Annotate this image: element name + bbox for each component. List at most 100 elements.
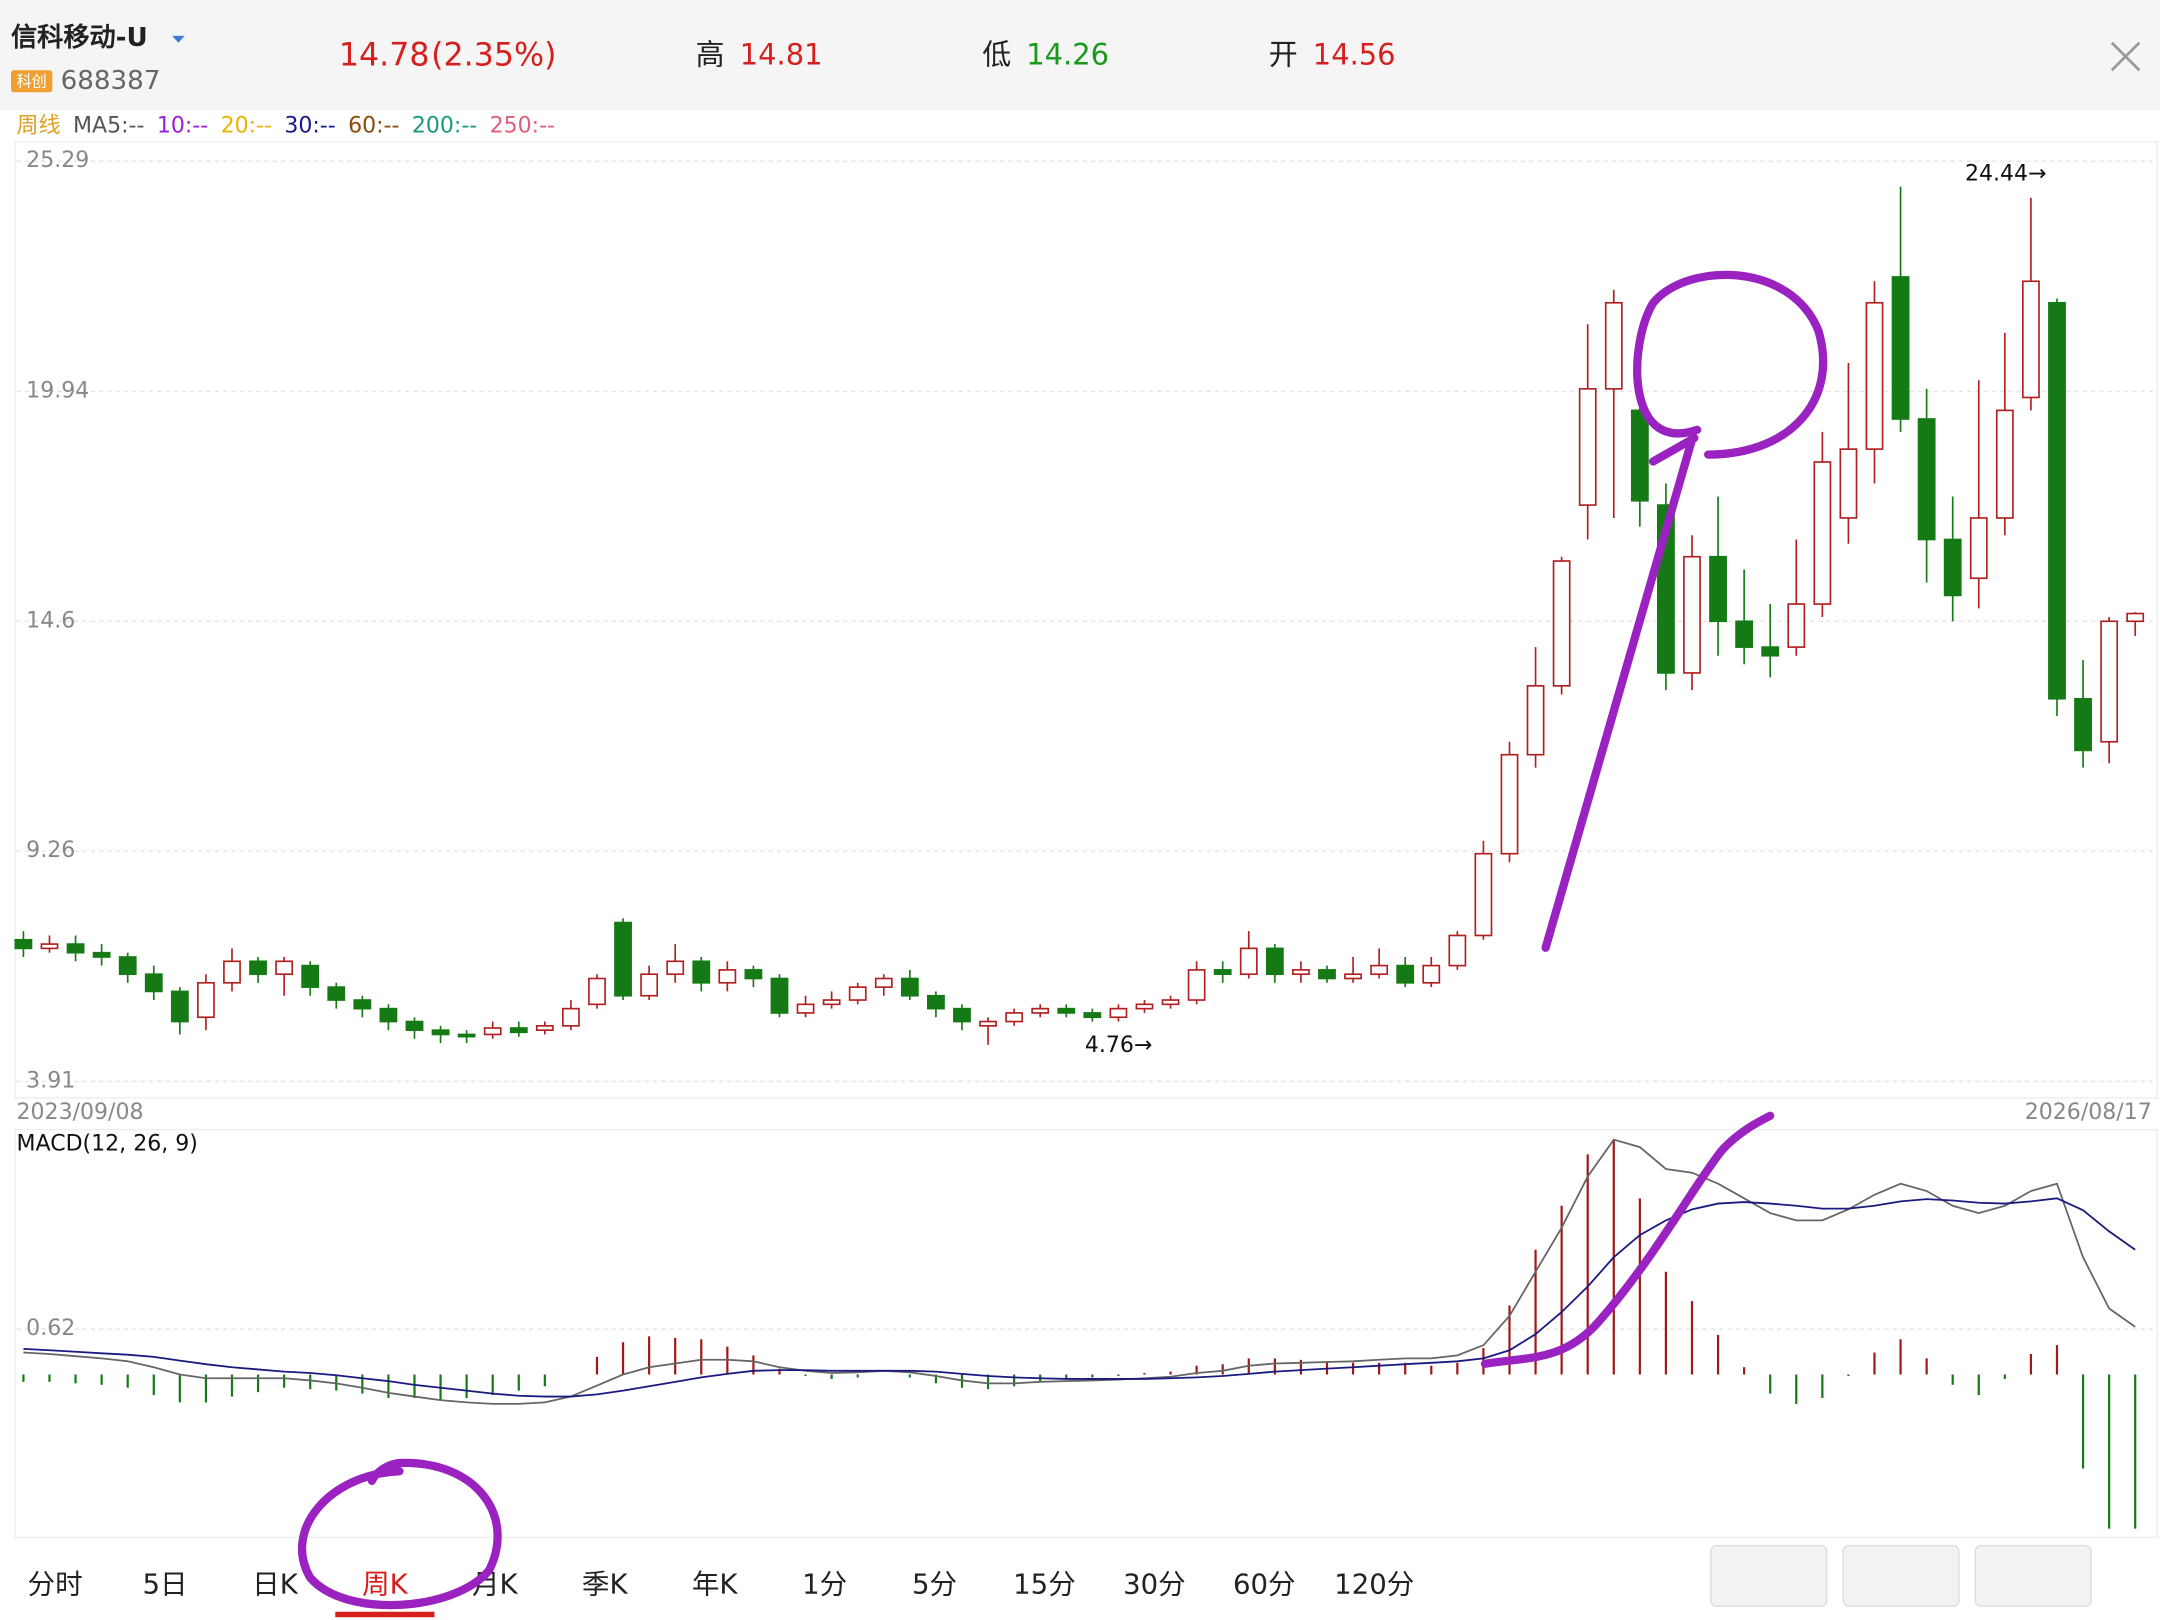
arrow-mark <box>1541 433 1699 952</box>
candle-body <box>1422 964 1441 984</box>
ma-legend-item: 周线 <box>17 114 61 139</box>
candle-body <box>718 969 737 984</box>
stat-label: 低 <box>982 37 1011 71</box>
candle-body <box>483 1027 502 1036</box>
price-panel <box>14 141 2158 1099</box>
candle-body <box>1187 969 1206 1001</box>
candle-body <box>92 951 111 958</box>
period-tab[interactable]: 5分 <box>912 1569 957 1601</box>
header-bg <box>0 0 2160 111</box>
tool-button[interactable] <box>1842 1544 1960 1607</box>
dropdown-icon[interactable] <box>172 35 185 43</box>
candle-body <box>457 1033 476 1038</box>
toolbar-icons <box>1710 1544 2092 1607</box>
ma-legend-item: 250:-- <box>490 114 555 139</box>
candle-body <box>588 977 606 1006</box>
period-tab[interactable]: 30分 <box>1123 1569 1186 1601</box>
candle-body <box>1083 1012 1102 1019</box>
y-tick-label: 14.6 <box>26 608 75 633</box>
ma-legend-item: 60:-- <box>348 114 399 139</box>
candle-body <box>1526 685 1545 756</box>
candle-body <box>1578 388 1597 506</box>
candle-body <box>1474 852 1493 937</box>
period-tab[interactable]: 周K <box>362 1569 409 1601</box>
candle-body <box>1239 947 1258 976</box>
candle-body <box>379 1007 398 1023</box>
candle-body <box>1370 964 1389 976</box>
candle-body <box>900 977 919 997</box>
candle-body <box>1787 603 1806 648</box>
candle-body <box>1265 947 1284 976</box>
candle-body <box>692 960 711 984</box>
period-tab[interactable]: 分时 <box>28 1569 83 1601</box>
price-change: (2.35%) <box>431 37 556 73</box>
period-tab[interactable]: 5日 <box>142 1569 187 1601</box>
candle-body <box>14 938 33 950</box>
ma-legend-item: 20:-- <box>221 114 272 139</box>
candle-body <box>405 1020 424 1031</box>
candle-body <box>1005 1012 1024 1023</box>
board-badge <box>11 70 53 93</box>
candle-body <box>2074 697 2092 752</box>
candle-body <box>927 994 945 1010</box>
curve-mark <box>1480 1111 1775 1368</box>
candle-body <box>1709 555 1727 623</box>
hand-annotations <box>297 270 1828 1610</box>
candle-body <box>66 943 85 954</box>
candle-body <box>1057 1007 1076 1014</box>
tool-button[interactable] <box>1974 1544 2092 1607</box>
macd-panel <box>14 1128 2158 1539</box>
candle-body <box>1396 964 1415 984</box>
extreme-label: 4.76→ <box>1085 1033 1153 1058</box>
candle-body <box>1839 448 1858 519</box>
candle-body <box>796 1003 815 1014</box>
candle-body <box>2100 620 2119 743</box>
candle-body <box>1318 969 1336 980</box>
period-tab[interactable]: 日K <box>252 1569 299 1601</box>
candle-body <box>327 986 346 1001</box>
stat-label: 开 <box>1269 37 1298 71</box>
candle-body <box>353 999 372 1010</box>
ma-legend-item: 10:-- <box>157 114 208 139</box>
candle-body <box>144 973 163 993</box>
macd-line <box>23 1197 2136 1398</box>
candle-body <box>1630 409 1649 502</box>
candle-body <box>874 977 893 988</box>
candle-body <box>275 960 294 976</box>
stock-name[interactable]: 信科移动-U <box>11 23 148 53</box>
close-button[interactable] <box>2110 41 2141 72</box>
board-label: 科创 <box>17 72 47 90</box>
candle-body <box>979 1020 997 1027</box>
period-tab[interactable]: 年K <box>692 1569 739 1601</box>
candle-body <box>1135 1003 1154 1010</box>
date-start: 2023/09/08 <box>17 1100 144 1125</box>
period-tab[interactable]: 120分 <box>1334 1569 1414 1601</box>
period-tab[interactable]: 季K <box>582 1569 629 1601</box>
candle-body <box>1917 418 1936 541</box>
candle-body <box>1500 753 1519 855</box>
y-tick-label: 0.62 <box>26 1316 75 1341</box>
macd-title: MACD(12, 26, 9) <box>17 1132 198 1157</box>
candle-body <box>118 956 137 976</box>
candle-body <box>953 1007 971 1023</box>
price: 14.78 <box>339 37 430 73</box>
period-tab[interactable]: 60分 <box>1233 1569 1296 1601</box>
candle-body <box>40 943 59 950</box>
candle-body <box>1604 301 1623 390</box>
y-tick-label: 19.94 <box>26 378 89 403</box>
period-tab[interactable]: 1分 <box>802 1569 847 1601</box>
candle-body <box>614 921 632 997</box>
stat-label: 高 <box>696 37 725 71</box>
stat-value: 14.56 <box>1313 37 1396 71</box>
candle-body <box>1213 969 1232 976</box>
candle-body <box>223 960 241 984</box>
candle-body <box>1761 646 1780 657</box>
candle-body <box>744 969 763 980</box>
date-end: 2026/08/17 <box>2025 1100 2152 1125</box>
tool-button[interactable] <box>1710 1544 1828 1607</box>
candle-body <box>1865 301 1884 450</box>
y-tick-label: 25.29 <box>26 148 89 173</box>
y-tick-label: 3.91 <box>26 1068 75 1093</box>
period-tab[interactable]: 15分 <box>1013 1569 1076 1601</box>
